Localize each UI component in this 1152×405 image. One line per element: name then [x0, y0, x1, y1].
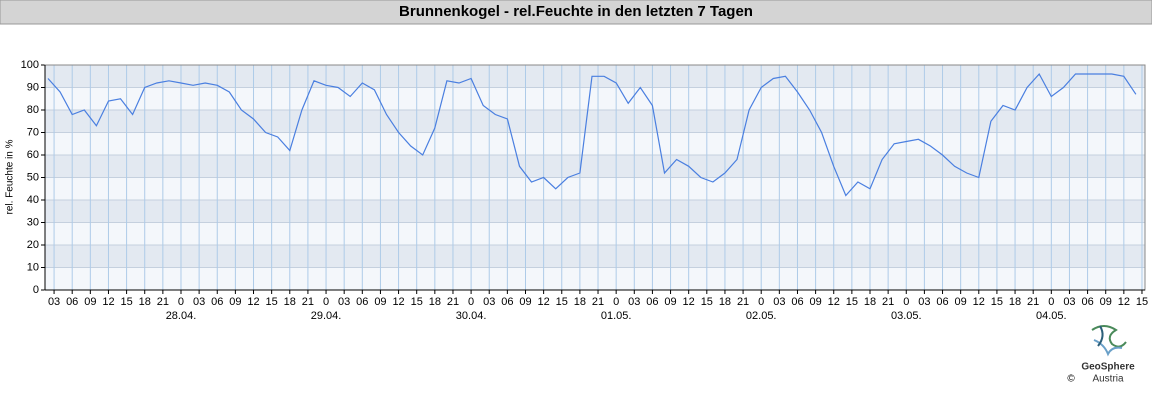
x-tick-label: 21: [302, 296, 314, 308]
x-tick-label: 15: [556, 296, 568, 308]
x-tick-label: 12: [1118, 296, 1130, 308]
y-tick-label: 100: [21, 59, 39, 71]
x-tick-label: 06: [211, 296, 223, 308]
x-tick-label: 18: [429, 296, 441, 308]
band: [45, 110, 1145, 133]
x-tick-label: 12: [392, 296, 404, 308]
x-tick-label: 06: [66, 296, 78, 308]
date-label: 03.05.: [891, 310, 922, 322]
x-tick-label: 12: [247, 296, 259, 308]
y-tick-label: 0: [33, 284, 39, 296]
date-label: 28.04.: [166, 310, 197, 322]
x-tick-label: 18: [139, 296, 151, 308]
x-tick-label: 09: [1100, 296, 1112, 308]
y-tick-label: 40: [27, 194, 39, 206]
chart-title: Brunnenkogel - rel.Feuchte in den letzte…: [399, 3, 753, 20]
logo: [1091, 325, 1127, 357]
date-label: 02.05.: [746, 310, 777, 322]
x-tick-label: 09: [955, 296, 967, 308]
x-tick-label: 0: [178, 296, 184, 308]
date-label: 04.05.: [1036, 310, 1067, 322]
x-tick-label: 03: [1063, 296, 1075, 308]
x-tick-label: 15: [991, 296, 1003, 308]
x-tick-label: 18: [574, 296, 586, 308]
x-tick-label: 18: [719, 296, 731, 308]
x-tick-label: 03: [773, 296, 785, 308]
x-tick-label: 21: [592, 296, 604, 308]
x-tick-label: 21: [447, 296, 459, 308]
x-tick-label: 21: [737, 296, 749, 308]
x-tick-label: 0: [468, 296, 474, 308]
y-axis-label: rel. Feuchte in %: [5, 139, 16, 214]
x-tick-label: 18: [1009, 296, 1021, 308]
x-tick-label: 12: [683, 296, 695, 308]
brand: GeoSphere: [1081, 362, 1135, 373]
x-tick-label: 12: [102, 296, 114, 308]
x-tick-label: 15: [411, 296, 423, 308]
y-tick-label: 50: [27, 171, 39, 183]
x-tick-label: 21: [1027, 296, 1039, 308]
x-tick-label: 21: [157, 296, 169, 308]
band: [45, 200, 1145, 223]
x-tick-label: 0: [1048, 296, 1054, 308]
x-tick-label: 06: [936, 296, 948, 308]
x-tick-label: 12: [973, 296, 985, 308]
copyright: ©: [1067, 374, 1075, 385]
y-tick-label: 10: [27, 261, 39, 273]
x-tick-label: 15: [846, 296, 858, 308]
x-tick-label: 18: [864, 296, 876, 308]
x-tick-label: 03: [483, 296, 495, 308]
x-tick-label: 03: [48, 296, 60, 308]
x-tick-label: 09: [229, 296, 241, 308]
x-tick-label: 12: [828, 296, 840, 308]
x-tick-label: 03: [628, 296, 640, 308]
x-tick-label: 18: [284, 296, 296, 308]
title-bar: [0, 0, 1152, 25]
x-tick-label: 0: [323, 296, 329, 308]
x-tick-label: 06: [646, 296, 658, 308]
x-tick-label: 12: [538, 296, 550, 308]
date-label: 01.05.: [601, 310, 632, 322]
x-tick-label: 09: [809, 296, 821, 308]
x-tick-label: 15: [120, 296, 132, 308]
y-tick-label: 60: [27, 149, 39, 161]
x-tick-label: 06: [791, 296, 803, 308]
x-tick-label: 09: [519, 296, 531, 308]
date-label: 29.04.: [311, 310, 342, 322]
x-tick-label: 15: [701, 296, 713, 308]
x-tick-label: 03: [918, 296, 930, 308]
x-tick-label: 0: [758, 296, 764, 308]
x-tick-label: 09: [374, 296, 386, 308]
y-tick-label: 20: [27, 239, 39, 251]
x-tick-label: 06: [356, 296, 368, 308]
y-tick-label: 90: [27, 81, 39, 93]
x-tick-label: 03: [338, 296, 350, 308]
x-tick-label: 21: [882, 296, 894, 308]
x-tick-label: 0: [903, 296, 909, 308]
x-tick-label: 15: [1136, 296, 1148, 308]
band: [45, 245, 1145, 268]
x-tick-label: 0: [613, 296, 619, 308]
y-tick-label: 80: [27, 104, 39, 116]
brand-sub: Austria: [1092, 374, 1124, 385]
x-tick-label: 03: [193, 296, 205, 308]
x-tick-label: 06: [1081, 296, 1093, 308]
x-tick-label: 09: [84, 296, 96, 308]
x-tick-label: 06: [501, 296, 513, 308]
data-line: [47, 72, 1137, 197]
date-label: 30.04.: [456, 310, 487, 322]
x-tick-label: 09: [664, 296, 676, 308]
y-tick-label: 70: [27, 126, 39, 138]
x-tick-label: 15: [266, 296, 278, 308]
y-tick-label: 30: [27, 216, 39, 228]
